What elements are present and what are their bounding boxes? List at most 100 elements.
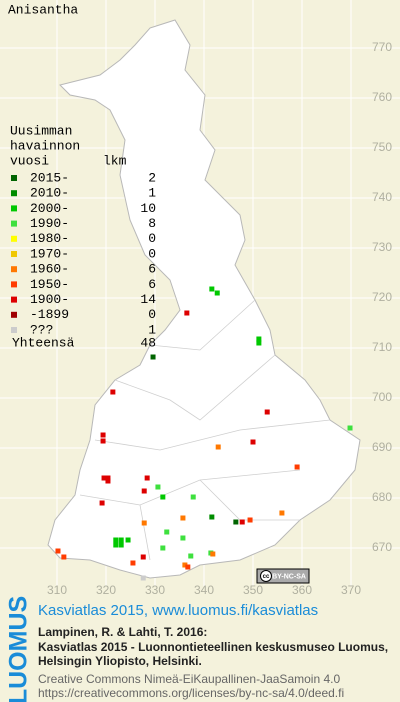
legend-swatch xyxy=(11,190,17,197)
y-tick-label: 710 xyxy=(372,340,392,354)
legend-count: 6 xyxy=(148,277,156,292)
occurrence-square xyxy=(105,478,111,484)
occurrence-square xyxy=(160,494,166,500)
legend-swatch xyxy=(11,251,17,257)
legend-label: 1900- xyxy=(30,292,69,307)
legend-swatch xyxy=(11,205,17,212)
x-tick-label: 330 xyxy=(145,583,165,597)
occurrence-square xyxy=(141,488,147,494)
legend-count: 2 xyxy=(148,170,156,185)
legend-title: Uusimman xyxy=(10,123,72,138)
occurrence-square xyxy=(239,519,245,525)
occurrence-square xyxy=(55,548,61,554)
legend-count: 8 xyxy=(148,216,156,231)
total-value: 48 xyxy=(140,335,156,350)
y-tick-label: 720 xyxy=(372,290,392,304)
marks xyxy=(55,286,353,581)
legend-count: 6 xyxy=(148,262,156,277)
occurrence-square xyxy=(144,475,150,481)
y-tick-label: 760 xyxy=(372,90,392,104)
license: https://creativecommons.org/licenses/by-… xyxy=(38,686,344,700)
occurrence-square xyxy=(279,510,285,516)
citation: Kasviatlas 2015 - Luonnontieteellinen ke… xyxy=(38,640,388,654)
count-header: lkm xyxy=(103,153,127,168)
legend-swatch xyxy=(11,266,17,273)
occurrence-square xyxy=(130,560,136,566)
x-tick-label: 320 xyxy=(96,583,116,597)
occurrence-square xyxy=(185,564,191,570)
occurrence-square xyxy=(190,494,196,500)
footer-headline: Kasviatlas 2015, www.luomus.fi/kasviatla… xyxy=(38,602,318,619)
y-tick-label: 770 xyxy=(372,40,392,54)
legend-count: 0 xyxy=(148,231,156,246)
occurrence-square xyxy=(164,529,170,535)
legend-swatch xyxy=(11,296,17,303)
occurrence-square xyxy=(256,336,262,342)
x-tick-label: 340 xyxy=(194,583,214,597)
legend-count: 0 xyxy=(148,307,156,322)
badge-circle xyxy=(260,570,272,582)
occurrence-square xyxy=(99,500,105,506)
legend-count: 0 xyxy=(148,246,156,261)
legend-label: 1960- xyxy=(30,262,69,277)
occurrence-square xyxy=(215,444,221,450)
logo: LUOMUS xyxy=(5,596,33,702)
legend-count: 14 xyxy=(140,292,156,307)
legend-label: 1990- xyxy=(30,216,69,231)
occurrence-square xyxy=(140,554,146,560)
finland-outline xyxy=(47,19,361,579)
citation: Helsingin Yliopisto, Helsinki. xyxy=(38,654,202,668)
occurrence-square xyxy=(210,551,216,557)
citation: Lampinen, R. & Lahti, T. 2016: xyxy=(38,625,207,639)
occurrence-square xyxy=(113,542,119,548)
legend-label: 1950- xyxy=(30,277,69,292)
legend-label: 2010- xyxy=(30,186,69,201)
license: Creative Commons Nimeä-EiKaupallinen-Jaa… xyxy=(38,672,340,686)
occurrence-square xyxy=(180,515,186,521)
occurrence-square xyxy=(100,438,106,444)
occurrence-square xyxy=(140,575,146,581)
legend-count: 10 xyxy=(140,201,156,216)
occurrence-square xyxy=(155,484,161,490)
occurrence-square xyxy=(209,286,215,292)
occurrence-square xyxy=(160,545,166,551)
legend-title: havainnon xyxy=(10,138,80,153)
occurrence-square xyxy=(256,340,262,346)
y-tick-label: 690 xyxy=(372,440,392,454)
chart-title: Anisantha xyxy=(8,2,78,17)
occurrence-square xyxy=(118,542,124,548)
legend-swatch xyxy=(11,175,17,181)
occurrence-square xyxy=(247,517,253,523)
x-tick-label: 350 xyxy=(243,583,263,597)
x-tick-label: 360 xyxy=(292,583,312,597)
occurrence-square xyxy=(118,537,124,543)
occurrence-square xyxy=(61,554,67,560)
legend-swatch xyxy=(11,281,17,288)
legend-count: 1 xyxy=(148,322,156,337)
y-tick-label: 730 xyxy=(372,240,392,254)
y-tick-label: 750 xyxy=(372,140,392,154)
occurrence-square xyxy=(125,537,131,543)
occurrence-square xyxy=(294,464,300,470)
badge-text: BY-NC-SA xyxy=(272,573,306,580)
region-borders xyxy=(79,299,331,561)
badge-icon: cc xyxy=(263,574,270,580)
occurrence-square xyxy=(188,553,194,559)
total-label: Yhteensä xyxy=(12,335,75,350)
occurrence-square xyxy=(150,354,156,360)
occurrence-square xyxy=(110,389,116,395)
occurrence-square xyxy=(101,475,107,481)
y-tick-label: 670 xyxy=(372,540,392,554)
occurrence-square xyxy=(182,562,188,568)
x-tick-label: 310 xyxy=(47,583,67,597)
legend-count: 1 xyxy=(148,186,156,201)
y-tick-label: 740 xyxy=(372,190,392,204)
legend-label: 1970- xyxy=(30,246,69,261)
occurrence-square xyxy=(180,535,186,541)
legend-label: 1980- xyxy=(30,231,69,246)
occurrence-square xyxy=(100,432,106,438)
legend-label: -1899 xyxy=(30,307,69,322)
legend-swatch xyxy=(11,235,17,242)
